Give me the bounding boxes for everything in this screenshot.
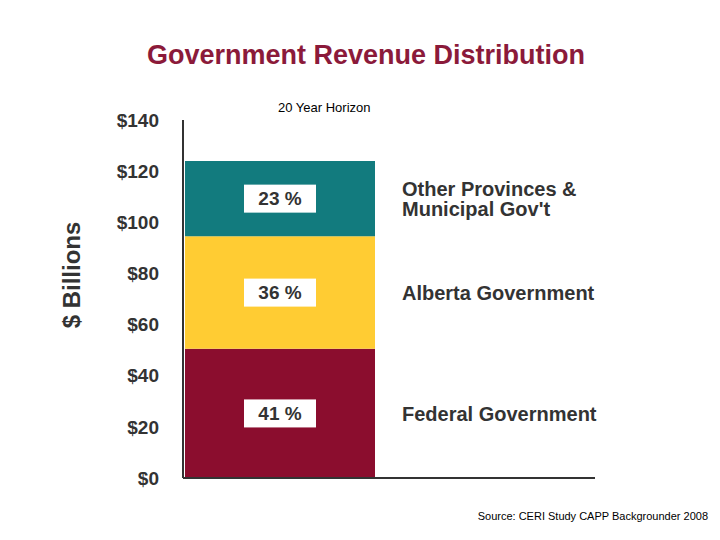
svg-text:41 %: 41 % <box>258 403 301 424</box>
svg-text:36 %: 36 % <box>258 282 301 303</box>
svg-text:$100: $100 <box>117 212 159 233</box>
html-text:Government Revenue Distributio: Government Revenue Distribution <box>147 40 585 70</box>
svg-text:$0: $0 <box>138 468 159 489</box>
svg-text:Alberta Government: Alberta Government <box>402 282 595 304</box>
svg-text:Federal Government: Federal Government <box>402 403 597 425</box>
svg-text:$20: $20 <box>127 417 159 438</box>
svg-text:$140: $140 <box>117 110 159 131</box>
svg-text:$60: $60 <box>127 314 159 335</box>
svg-text:Other Provinces &Municipal Gov: Other Provinces &Municipal Gov't <box>402 178 577 220</box>
svg-text:23 %: 23 % <box>258 188 301 209</box>
svg-text:$40: $40 <box>127 365 159 386</box>
html-text:Source: CERI Study CAPP Backgr: Source: CERI Study CAPP Backgrounder 200… <box>477 510 708 522</box>
svg-text:$120: $120 <box>117 161 159 182</box>
svg-text:$80: $80 <box>127 263 159 284</box>
html-text:20 Year Horizon: 20 Year Horizon <box>278 100 371 115</box>
html-text:$ Billions: $ Billions <box>58 221 85 329</box>
